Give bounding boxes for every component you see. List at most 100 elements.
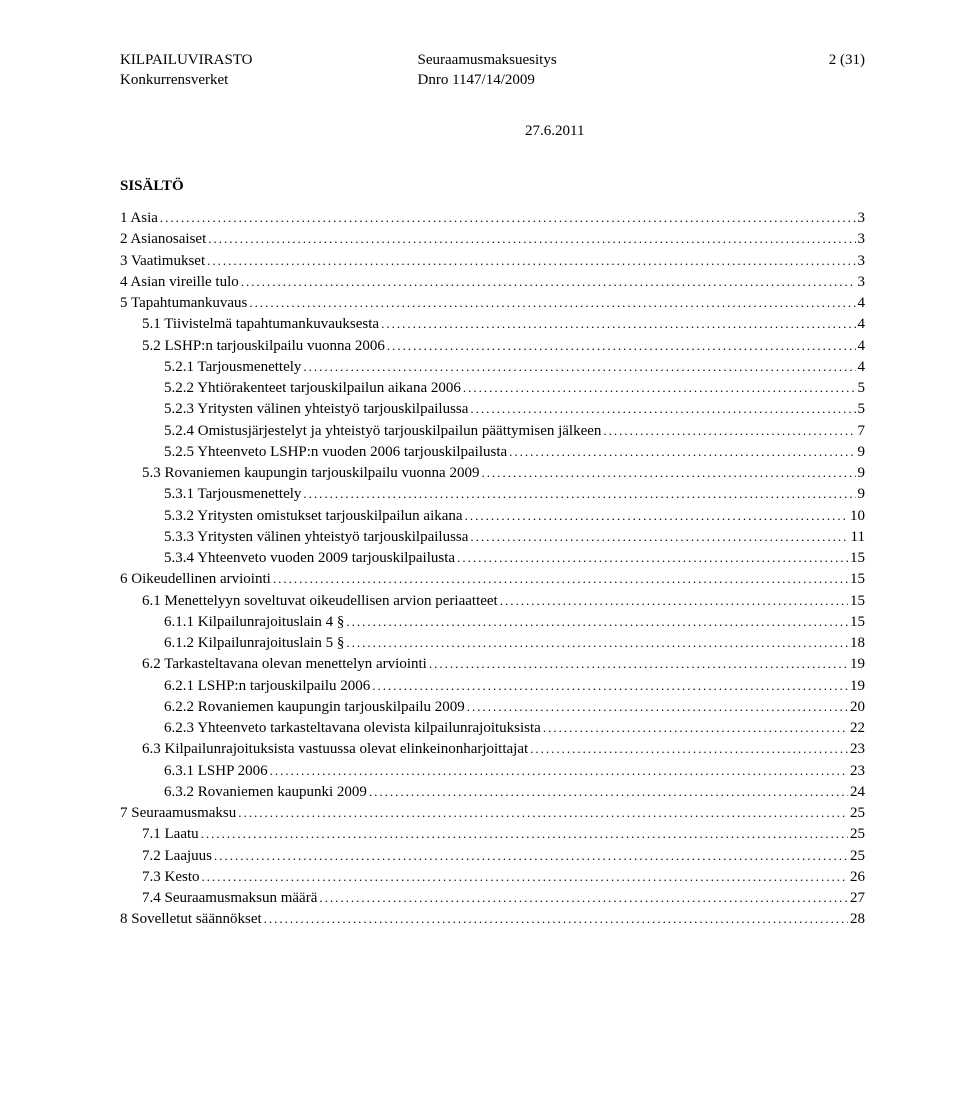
toc-dots (238, 804, 848, 822)
toc-entry-page: 11 (851, 527, 865, 547)
toc-entry: 2 Asianosaiset 3 (120, 229, 865, 249)
toc-entry-page: 3 (858, 229, 866, 249)
toc-entry-label: 5.2.4 Omistusjärjestelyt ja yhteistyö ta… (164, 421, 601, 441)
toc-entry-label: 5.1 Tiivistelmä tapahtumankuvauksesta (142, 314, 379, 334)
toc-dots (273, 570, 848, 588)
toc-entry-label: 6.3.1 LSHP 2006 (164, 761, 268, 781)
header-document-info: Seuraamusmaksuesitys Dnro 1147/14/2009 (253, 50, 829, 91)
document-date: 27.6.2011 (120, 121, 865, 141)
toc-dots (208, 230, 855, 248)
toc-dots (264, 910, 848, 928)
page-info: 2 (31) (829, 50, 865, 70)
doc-reference: Dnro 1147/14/2009 (418, 70, 829, 90)
toc-entry-label: 2 Asianosaiset (120, 229, 206, 249)
toc-entry: 6.2.2 Rovaniemen kaupungin tarjouskilpai… (120, 697, 865, 717)
toc-dots (530, 740, 848, 758)
toc-entry-label: 5.3.2 Yritysten omistukset tarjouskilpai… (164, 506, 463, 526)
toc-entry: 5.2.5 Yhteenveto LSHP:n vuoden 2006 tarj… (120, 442, 865, 462)
toc-entry-label: 6.1 Menettelyyn soveltuvat oikeudellisen… (142, 591, 498, 611)
toc-dots (303, 485, 855, 503)
toc-entry-label: 5.2.3 Yritysten välinen yhteistyö tarjou… (164, 399, 468, 419)
toc-dots (470, 528, 848, 546)
toc-entry-page: 9 (858, 463, 866, 483)
toc-entry-label: 3 Vaatimukset (120, 251, 205, 271)
toc-entry: 6.2.3 Yhteenveto tarkasteltavana olevist… (120, 718, 865, 738)
toc-entry: 5.3 Rovaniemen kaupungin tarjouskilpailu… (120, 463, 865, 483)
toc-entry-page: 26 (850, 867, 865, 887)
toc-entry: 5.2.4 Omistusjärjestelyt ja yhteistyö ta… (120, 421, 865, 441)
toc-entry-label: 6 Oikeudellinen arviointi (120, 569, 271, 589)
toc-entry-page: 18 (850, 633, 865, 653)
toc-entry-page: 5 (858, 378, 866, 398)
toc-entry-label: 4 Asian vireille tulo (120, 272, 239, 292)
toc-entry: 6.1 Menettelyyn soveltuvat oikeudellisen… (120, 591, 865, 611)
toc-entry-label: 6.1.1 Kilpailunrajoituslain 4 § (164, 612, 344, 632)
toc-entry-page: 24 (850, 782, 865, 802)
toc-entry-label: 5.2.2 Yhtiörakenteet tarjouskilpailun ai… (164, 378, 461, 398)
toc-entry-page: 25 (850, 824, 865, 844)
toc-entry-page: 19 (850, 676, 865, 696)
toc-entry-label: 6.2.1 LSHP:n tarjouskilpailu 2006 (164, 676, 370, 696)
toc-entry: 5.2.2 Yhtiörakenteet tarjouskilpailun ai… (120, 378, 865, 398)
toc-entry-label: 5.3.1 Tarjousmenettely (164, 484, 301, 504)
toc-entry-page: 7 (858, 421, 866, 441)
toc-entry-page: 28 (850, 909, 865, 929)
toc-dots (346, 613, 848, 631)
toc-entry: 5.2.3 Yritysten välinen yhteistyö tarjou… (120, 399, 865, 419)
toc-dots (202, 868, 849, 886)
toc-entry: 6.3.1 LSHP 2006 23 (120, 761, 865, 781)
toc-entry-label: 8 Sovelletut säännökset (120, 909, 262, 929)
toc-entry-label: 6.2 Tarkasteltavana olevan menettelyn ar… (142, 654, 427, 674)
toc-dots (369, 783, 848, 801)
doc-type: Seuraamusmaksuesitys (418, 50, 829, 70)
toc-entry-page: 23 (850, 739, 865, 759)
toc-dots (467, 698, 848, 716)
toc-dots (214, 847, 848, 865)
toc-entry: 6 Oikeudellinen arviointi15 (120, 569, 865, 589)
toc-entry: 1 Asia3 (120, 208, 865, 228)
toc-entry-label: 5.2.5 Yhteenveto LSHP:n vuoden 2006 tarj… (164, 442, 507, 462)
toc-entry-label: 5.3.3 Yritysten välinen yhteistyö tarjou… (164, 527, 468, 547)
toc-entry-page: 15 (850, 548, 865, 568)
toc-entry: 5.3.1 Tarjousmenettely 9 (120, 484, 865, 504)
toc-entry-page: 22 (850, 718, 865, 738)
toc-dots (465, 507, 848, 525)
toc-entry: 6.1.2 Kilpailunrajoituslain 5 § 18 (120, 633, 865, 653)
toc-entry: 4 Asian vireille tulo 3 (120, 272, 865, 292)
toc-entry-label: 5 Tapahtumankuvaus (120, 293, 247, 313)
toc-dots (372, 677, 848, 695)
toc-entry-page: 15 (850, 612, 865, 632)
toc-entry-label: 7.1 Laatu (142, 824, 199, 844)
toc-entry-page: 5 (858, 399, 866, 419)
org-name-1: KILPAILUVIRASTO (120, 50, 253, 70)
toc-dots (270, 762, 848, 780)
toc-entry-label: 6.1.2 Kilpailunrajoituslain 5 § (164, 633, 344, 653)
toc-entry-page: 25 (850, 846, 865, 866)
toc-entry-page: 23 (850, 761, 865, 781)
toc-entry-page: 9 (858, 484, 866, 504)
toc-dots (603, 422, 855, 440)
toc-dots (387, 337, 856, 355)
toc-entry-label: 6.2.2 Rovaniemen kaupungin tarjouskilpai… (164, 697, 465, 717)
toc-entry-page: 4 (858, 314, 866, 334)
toc-entry-page: 3 (858, 208, 866, 228)
toc-entry: 5 Tapahtumankuvaus4 (120, 293, 865, 313)
toc-entry-label: 6.3 Kilpailunrajoituksista vastuussa ole… (142, 739, 528, 759)
toc-entry-label: 7.2 Laajuus (142, 846, 212, 866)
org-name-2: Konkurrensverket (120, 70, 253, 90)
toc-entry: 7.4 Seuraamusmaksun määrä 27 (120, 888, 865, 908)
toc-entry: 5.3.4 Yhteenveto vuoden 2009 tarjouskilp… (120, 548, 865, 568)
toc-entry-page: 27 (850, 888, 865, 908)
toc-dots (319, 889, 848, 907)
toc-entry: 7 Seuraamusmaksu25 (120, 803, 865, 823)
toc-entry: 5.3.3 Yritysten välinen yhteistyö tarjou… (120, 527, 865, 547)
toc-dots (207, 252, 855, 270)
toc-dots (509, 443, 855, 461)
toc-entry: 5.2 LSHP:n tarjouskilpailu vuonna 20064 (120, 336, 865, 356)
toc-entry-label: 7.4 Seuraamusmaksun määrä (142, 888, 317, 908)
toc-entry: 6.1.1 Kilpailunrajoituslain 4 § 15 (120, 612, 865, 632)
toc-entry-page: 3 (858, 272, 866, 292)
toc-dots (457, 549, 848, 567)
toc-dots (463, 379, 856, 397)
toc-dots (241, 273, 856, 291)
